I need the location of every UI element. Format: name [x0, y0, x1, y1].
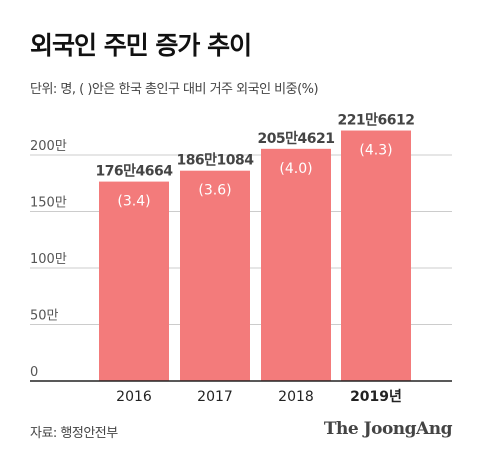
x-tick-label: 2019년	[350, 389, 402, 405]
value-label: 205만4621	[257, 131, 334, 147]
x-tick-label: 2017	[197, 389, 233, 405]
bar	[180, 170, 250, 381]
chart-title: 외국인 주민 증가 추이	[30, 31, 252, 60]
y-tick-label: 150만	[30, 196, 67, 211]
y-tick-label: 50만	[30, 309, 59, 324]
value-label: 186만1084	[176, 153, 254, 169]
source-note: 자료: 행정안전부	[30, 426, 118, 441]
share-label: (3.4)	[117, 194, 150, 210]
bar	[99, 181, 169, 381]
value-label: 176만4664	[95, 164, 173, 180]
value-label: 221만6612	[337, 113, 414, 129]
x-tick-label: 2018	[278, 389, 314, 405]
share-label: (4.0)	[279, 161, 312, 177]
x-tick-label: 2016	[116, 389, 152, 405]
y-tick-label: 0	[30, 365, 38, 380]
bar	[341, 130, 411, 381]
y-tick-label: 200만	[30, 139, 67, 154]
y-tick-label: 100만	[30, 252, 67, 267]
brand-logo: The JoongAng	[323, 419, 453, 439]
unit-note: 단위: 명, ( )안은 한국 총인구 대비 거주 외국인 비중(%)	[30, 82, 319, 97]
bar	[261, 148, 331, 381]
share-label: (3.6)	[198, 183, 231, 199]
share-label: (4.3)	[359, 143, 392, 159]
